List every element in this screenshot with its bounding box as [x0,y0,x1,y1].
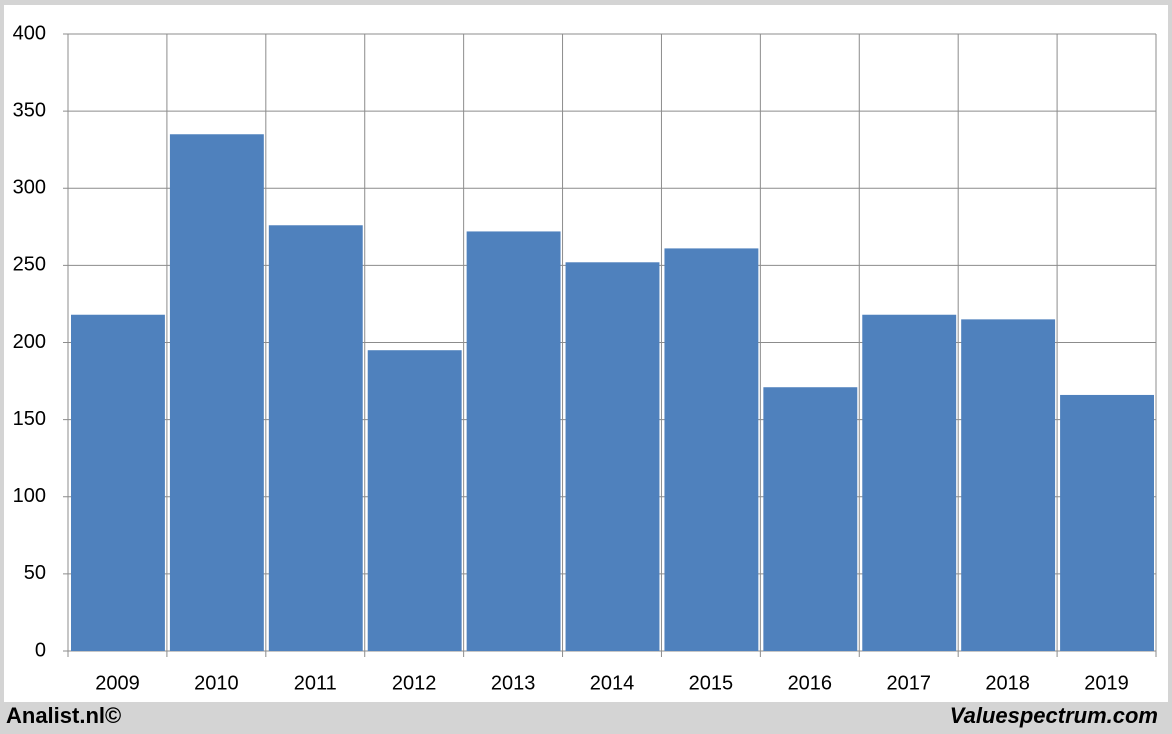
x-tick-label: 2010 [194,672,239,694]
y-tick-label: 350 [13,99,46,121]
y-tick-label: 250 [13,254,46,276]
y-tick-label: 100 [13,485,46,507]
bar [71,314,165,651]
x-tick-label: 2009 [95,672,140,694]
bar [763,387,858,651]
x-tick-label: 2018 [985,672,1030,694]
y-tick-label: 0 [35,639,46,661]
y-tick-label: 150 [13,408,46,430]
bar [466,231,561,651]
bar [664,248,759,651]
bar [862,314,957,651]
bar [268,225,363,651]
x-tick-label: 2013 [491,672,536,694]
x-tick-label: 2016 [788,672,833,694]
x-tick-label: 2015 [689,672,734,694]
y-tick-label: 200 [13,331,46,353]
y-tick-label: 300 [13,177,46,199]
bar [565,262,660,651]
y-tick-label: 50 [24,562,46,584]
source-left: Analist.nl© [6,703,121,728]
x-tick-label: 2014 [590,672,635,694]
bar [961,319,1056,651]
bar [1060,394,1154,651]
x-tick-label: 2017 [886,672,931,694]
source-right: Valuespectrum.com [950,703,1158,728]
x-tick-label: 2019 [1084,672,1129,694]
x-tick-label: 2012 [392,672,437,694]
x-tick-label: 2011 [294,672,337,694]
bar [169,134,264,651]
bar [367,350,462,651]
y-tick-label: 400 [13,22,46,44]
